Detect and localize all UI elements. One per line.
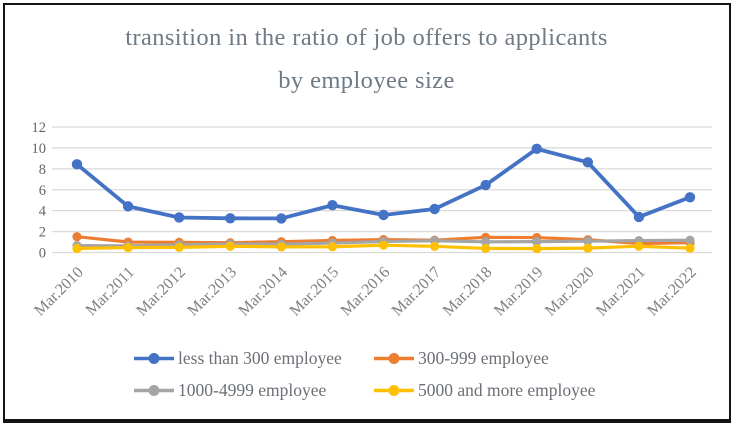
- data-point-marker: [327, 200, 338, 211]
- data-point-marker: [480, 179, 491, 191]
- data-point-marker: [531, 143, 542, 155]
- x-axis-tick-label: Mar.2012: [133, 264, 189, 320]
- data-point-marker: [276, 242, 286, 252]
- x-axis-tick-label: Mar.2010: [31, 264, 87, 320]
- y-axis-tick-label: 10: [32, 141, 47, 157]
- legend-marker-icon: [134, 353, 174, 364]
- data-point-marker: [634, 241, 644, 251]
- data-point-marker: [72, 232, 82, 242]
- x-axis-tick-label: Mar.2018: [440, 264, 496, 320]
- data-point-marker: [276, 213, 287, 224]
- data-point-marker: [684, 192, 696, 203]
- legend-label: less than 300 employee: [178, 348, 342, 368]
- x-axis-tick-label: Mar.2020: [542, 264, 598, 320]
- y-axis-tick-label: 8: [39, 162, 46, 178]
- data-point-marker: [72, 243, 82, 254]
- data-point-marker: [123, 242, 133, 253]
- data-point-marker: [378, 209, 389, 221]
- data-point-marker: [122, 201, 134, 212]
- legend-marker-icon: [374, 385, 414, 396]
- legend-label: 1000-4999 employee: [178, 380, 327, 400]
- data-point-marker: [481, 237, 491, 247]
- data-point-marker: [429, 203, 440, 215]
- data-point-marker: [378, 240, 389, 250]
- data-point-marker: [582, 157, 594, 168]
- legend-label: 300-999 employee: [418, 348, 549, 368]
- data-point-marker: [685, 235, 695, 245]
- chart-title: transition in the ratio of job offers to…: [10, 16, 723, 102]
- legend-label: 5000 and more employee: [418, 380, 596, 400]
- x-axis-tick-label: Mar.2021: [593, 264, 649, 320]
- data-point-marker: [532, 237, 542, 247]
- data-point-marker: [583, 243, 593, 253]
- y-axis-tick-label: 0: [39, 246, 46, 262]
- data-point-marker: [173, 212, 185, 223]
- data-point-marker: [327, 242, 338, 252]
- x-axis-tick-label: Mar.2011: [83, 264, 138, 319]
- x-axis-tick-label: Mar.2014: [235, 264, 291, 320]
- data-point-marker: [225, 213, 236, 224]
- series-line: [75, 146, 692, 221]
- x-axis-tick-label: Mar.2015: [287, 264, 343, 320]
- y-axis-tick-label: 6: [39, 183, 46, 199]
- chart-title-line-1: transition in the ratio of job offers to…: [125, 24, 608, 51]
- y-axis-tick-label: 12: [32, 120, 47, 136]
- y-axis-tick-label: 4: [39, 204, 47, 220]
- data-point-marker: [633, 211, 645, 223]
- plot-area: 024681012Mar.2010Mar.2011Mar.2012Mar.201…: [31, 120, 712, 320]
- x-axis-tick-label: Mar.2022: [644, 264, 700, 320]
- legend-item: 1000-4999 employee: [133, 379, 373, 402]
- legend-marker-icon: [134, 385, 174, 396]
- x-axis-tick-label: Mar.2016: [338, 264, 394, 320]
- legend-item: less than 300 employee: [133, 347, 373, 370]
- legend-item: 300-999 employee: [373, 347, 595, 370]
- x-axis-tick-label: Mar.2017: [389, 264, 445, 320]
- data-point-marker: [225, 241, 235, 251]
- x-axis-tick-label: Mar.2019: [491, 264, 547, 320]
- data-point-marker: [532, 244, 542, 254]
- data-point-marker: [685, 243, 695, 253]
- legend-marker-icon: [374, 353, 414, 364]
- legend-item: 5000 and more employee: [373, 379, 595, 402]
- data-point-marker: [583, 236, 593, 246]
- data-point-marker: [71, 159, 83, 170]
- data-point-marker: [174, 242, 184, 252]
- chart-legend: less than 300 employee 300-999 employee 10…: [133, 347, 595, 402]
- y-axis-tick-label: 2: [39, 225, 46, 241]
- data-point-marker: [481, 243, 491, 254]
- chart-title-line-2: by employee size: [278, 67, 455, 94]
- x-axis-tick-label: Mar.2013: [184, 264, 240, 320]
- data-point-marker: [429, 241, 440, 251]
